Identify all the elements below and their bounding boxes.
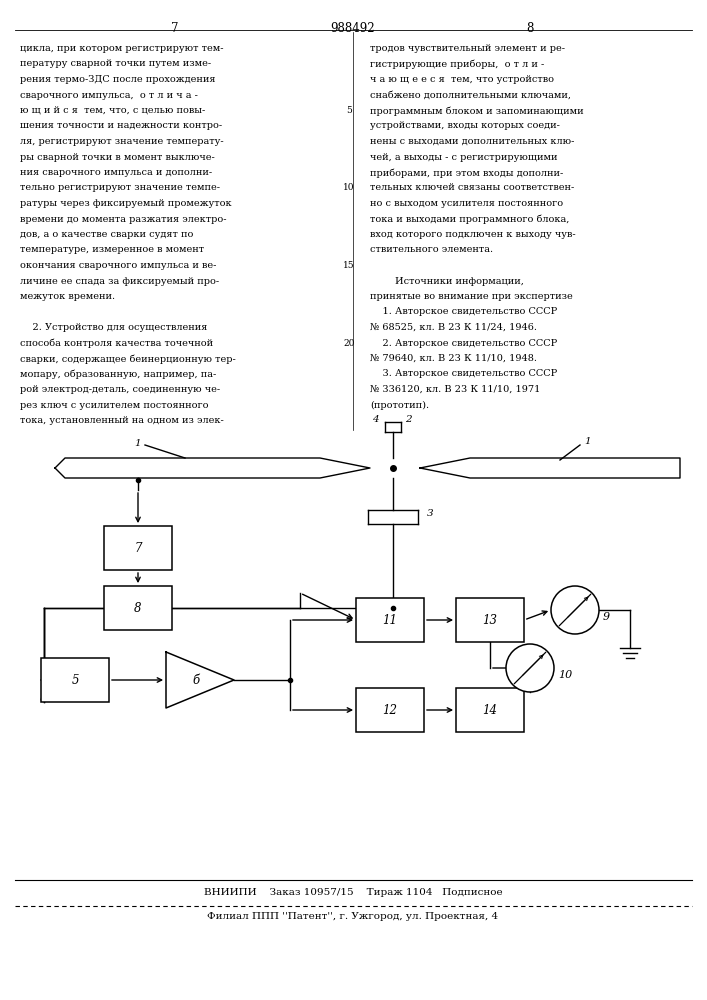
Text: но с выходом усилителя постоянного: но с выходом усилителя постоянного bbox=[370, 199, 563, 208]
Text: 10: 10 bbox=[344, 184, 355, 192]
Text: гистрирующие приборы,  о т л и -: гистрирующие приборы, о т л и - bbox=[370, 60, 544, 69]
Text: (прототип).: (прототип). bbox=[370, 400, 429, 410]
Bar bbox=[41, 658, 109, 702]
Text: межуток времени.: межуток времени. bbox=[20, 292, 115, 301]
Circle shape bbox=[551, 586, 599, 634]
Text: нены с выходами дополнительных клю-: нены с выходами дополнительных клю- bbox=[370, 137, 574, 146]
Text: рой электрод-деталь, соединенную че-: рой электрод-деталь, соединенную че- bbox=[20, 385, 220, 394]
Polygon shape bbox=[420, 458, 680, 478]
Text: тока, установленный на одном из элек-: тока, установленный на одном из элек- bbox=[20, 416, 223, 425]
Text: 11: 11 bbox=[382, 613, 397, 626]
Text: чей, а выходы - с регистрирующими: чей, а выходы - с регистрирующими bbox=[370, 152, 558, 161]
Text: № 68525, кл. В 23 К 11/24, 1946.: № 68525, кл. В 23 К 11/24, 1946. bbox=[370, 323, 537, 332]
Text: ч а ю щ е е с я  тем, что устройство: ч а ю щ е е с я тем, что устройство bbox=[370, 75, 554, 84]
Text: рения термо-ЗДС после прохождения: рения термо-ЗДС после прохождения bbox=[20, 75, 216, 84]
Text: 2. Устройство для осуществления: 2. Устройство для осуществления bbox=[20, 323, 207, 332]
Text: дов, а о качестве сварки судят по: дов, а о качестве сварки судят по bbox=[20, 230, 194, 239]
Text: 5: 5 bbox=[71, 674, 78, 686]
Bar bbox=[104, 586, 172, 630]
Text: 15: 15 bbox=[343, 261, 355, 270]
Text: личине ее спада за фиксируемый про-: личине ее спада за фиксируемый про- bbox=[20, 276, 219, 286]
Text: тродов чувствительный элемент и ре-: тродов чувствительный элемент и ре- bbox=[370, 44, 565, 53]
Text: 1: 1 bbox=[135, 438, 141, 448]
Text: температуре, измеренное в момент: температуре, измеренное в момент bbox=[20, 245, 204, 254]
Text: приборами, при этом входы дополни-: приборами, при этом входы дополни- bbox=[370, 168, 563, 178]
Text: принятые во внимание при экспертизе: принятые во внимание при экспертизе bbox=[370, 292, 573, 301]
Bar bbox=[104, 526, 172, 570]
Text: 5: 5 bbox=[346, 106, 352, 115]
Text: 14: 14 bbox=[482, 704, 498, 716]
Text: 3: 3 bbox=[427, 508, 433, 518]
Text: сварки, содержащее беинерционную тер-: сварки, содержащее беинерционную тер- bbox=[20, 354, 235, 363]
Text: № 336120, кл. В 23 К 11/10, 1971: № 336120, кл. В 23 К 11/10, 1971 bbox=[370, 385, 540, 394]
Text: 12: 12 bbox=[382, 704, 397, 716]
Text: тельных ключей связаны соответствен-: тельных ключей связаны соответствен- bbox=[370, 184, 574, 192]
Bar bbox=[356, 688, 424, 732]
Text: б: б bbox=[192, 674, 199, 686]
Text: Филиал ППП ''Патент'', г. Ужгород, ул. Проектная, 4: Филиал ППП ''Патент'', г. Ужгород, ул. П… bbox=[207, 912, 498, 921]
Text: 13: 13 bbox=[482, 613, 498, 626]
Text: снабжено дополнительными ключами,: снабжено дополнительными ключами, bbox=[370, 91, 571, 100]
Text: Источники информации,: Источники информации, bbox=[370, 276, 524, 286]
Text: 1. Авторское свидетельство СССР: 1. Авторское свидетельство СССР bbox=[370, 308, 557, 316]
Text: ния сварочного импульса и дополни-: ния сварочного импульса и дополни- bbox=[20, 168, 212, 177]
Text: тока и выходами программного блока,: тока и выходами программного блока, bbox=[370, 215, 569, 224]
Text: шения точности и надежности контро-: шения точности и надежности контро- bbox=[20, 121, 222, 130]
Text: времени до момента разжатия электро-: времени до момента разжатия электро- bbox=[20, 215, 226, 224]
Polygon shape bbox=[166, 652, 234, 708]
Text: 2: 2 bbox=[404, 416, 411, 424]
Text: 9: 9 bbox=[603, 612, 610, 622]
Text: ствительного элемента.: ствительного элемента. bbox=[370, 245, 493, 254]
Text: 8: 8 bbox=[134, 601, 141, 614]
Text: мопару, образованную, например, па-: мопару, образованную, например, па- bbox=[20, 369, 216, 379]
Text: 10: 10 bbox=[558, 670, 572, 680]
Text: ратуры через фиксируемый промежуток: ратуры через фиксируемый промежуток bbox=[20, 199, 232, 208]
Text: устройствами, входы которых соеди-: устройствами, входы которых соеди- bbox=[370, 121, 560, 130]
Bar bbox=[456, 598, 524, 642]
Text: ю щ и й с я  тем, что, с целью повы-: ю щ и й с я тем, что, с целью повы- bbox=[20, 106, 205, 115]
Text: сварочного импульса,  о т л и ч а -: сварочного импульса, о т л и ч а - bbox=[20, 91, 198, 100]
Text: 1: 1 bbox=[585, 438, 591, 446]
Bar bbox=[456, 688, 524, 732]
Text: программным блоком и запоминающими: программным блоком и запоминающими bbox=[370, 106, 583, 115]
Text: способа контроля качества точечной: способа контроля качества точечной bbox=[20, 338, 213, 348]
Text: 2. Авторское свидетельство СССР: 2. Авторское свидетельство СССР bbox=[370, 338, 557, 348]
Bar bbox=[356, 598, 424, 642]
Text: 7: 7 bbox=[134, 542, 141, 554]
Text: 20: 20 bbox=[344, 338, 355, 348]
Text: тельно регистрируют значение темпе-: тельно регистрируют значение темпе- bbox=[20, 184, 220, 192]
Circle shape bbox=[506, 644, 554, 692]
Text: ры сварной точки в момент выключе-: ры сварной точки в момент выключе- bbox=[20, 152, 215, 161]
Text: окончания сварочного импульса и ве-: окончания сварочного импульса и ве- bbox=[20, 261, 216, 270]
Text: 988492: 988492 bbox=[331, 22, 375, 35]
Text: 8: 8 bbox=[526, 22, 534, 35]
Text: 7: 7 bbox=[171, 22, 179, 35]
Text: ля, регистрируют значение температу-: ля, регистрируют значение температу- bbox=[20, 137, 223, 146]
Text: вход которого подключен к выходу чув-: вход которого подключен к выходу чув- bbox=[370, 230, 575, 239]
Text: ВНИИПИ    Заказ 10957/15    Тираж 1104   Подписное: ВНИИПИ Заказ 10957/15 Тираж 1104 Подписн… bbox=[204, 888, 502, 897]
Text: № 79640, кл. В 23 К 11/10, 1948.: № 79640, кл. В 23 К 11/10, 1948. bbox=[370, 354, 537, 363]
Text: цикла, при котором регистрируют тем-: цикла, при котором регистрируют тем- bbox=[20, 44, 223, 53]
Text: пературу сварной точки путем изме-: пературу сварной точки путем изме- bbox=[20, 60, 211, 68]
Polygon shape bbox=[55, 458, 370, 478]
Text: 4: 4 bbox=[372, 416, 378, 424]
Text: рез ключ с усилителем постоянного: рез ключ с усилителем постоянного bbox=[20, 400, 209, 410]
Text: 3. Авторское свидетельство СССР: 3. Авторское свидетельство СССР bbox=[370, 369, 557, 378]
